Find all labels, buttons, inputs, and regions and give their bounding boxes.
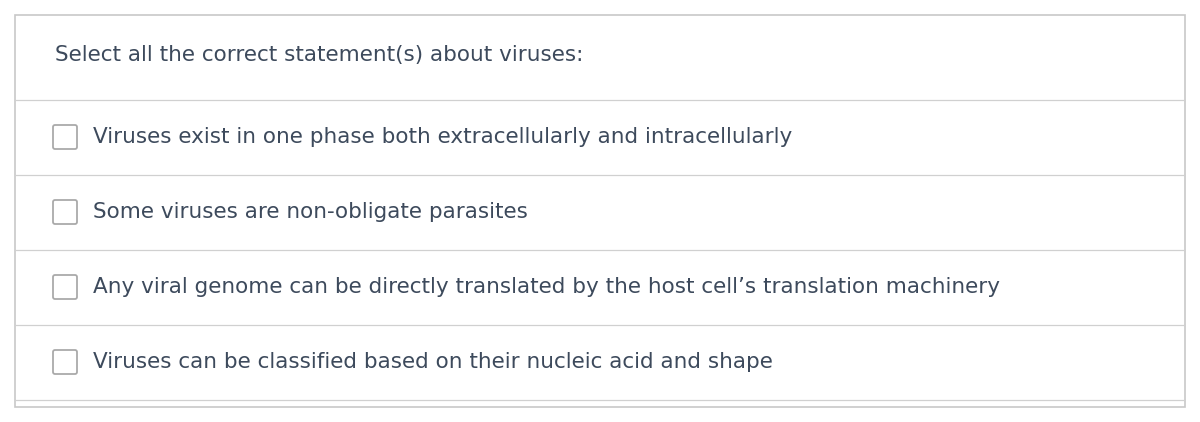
Text: Viruses exist in one phase both extracellularly and intracellularly: Viruses exist in one phase both extracel… [94, 127, 792, 147]
FancyBboxPatch shape [53, 200, 77, 224]
Text: Some viruses are non-obligate parasites: Some viruses are non-obligate parasites [94, 202, 528, 222]
Text: Select all the correct statement(s) about viruses:: Select all the correct statement(s) abou… [55, 45, 583, 65]
FancyBboxPatch shape [53, 125, 77, 149]
FancyBboxPatch shape [53, 275, 77, 299]
Text: Viruses can be classified based on their nucleic acid and shape: Viruses can be classified based on their… [94, 352, 773, 372]
Text: Any viral genome can be directly translated by the host cell’s translation machi: Any viral genome can be directly transla… [94, 277, 1000, 297]
FancyBboxPatch shape [53, 350, 77, 374]
FancyBboxPatch shape [14, 15, 1186, 407]
